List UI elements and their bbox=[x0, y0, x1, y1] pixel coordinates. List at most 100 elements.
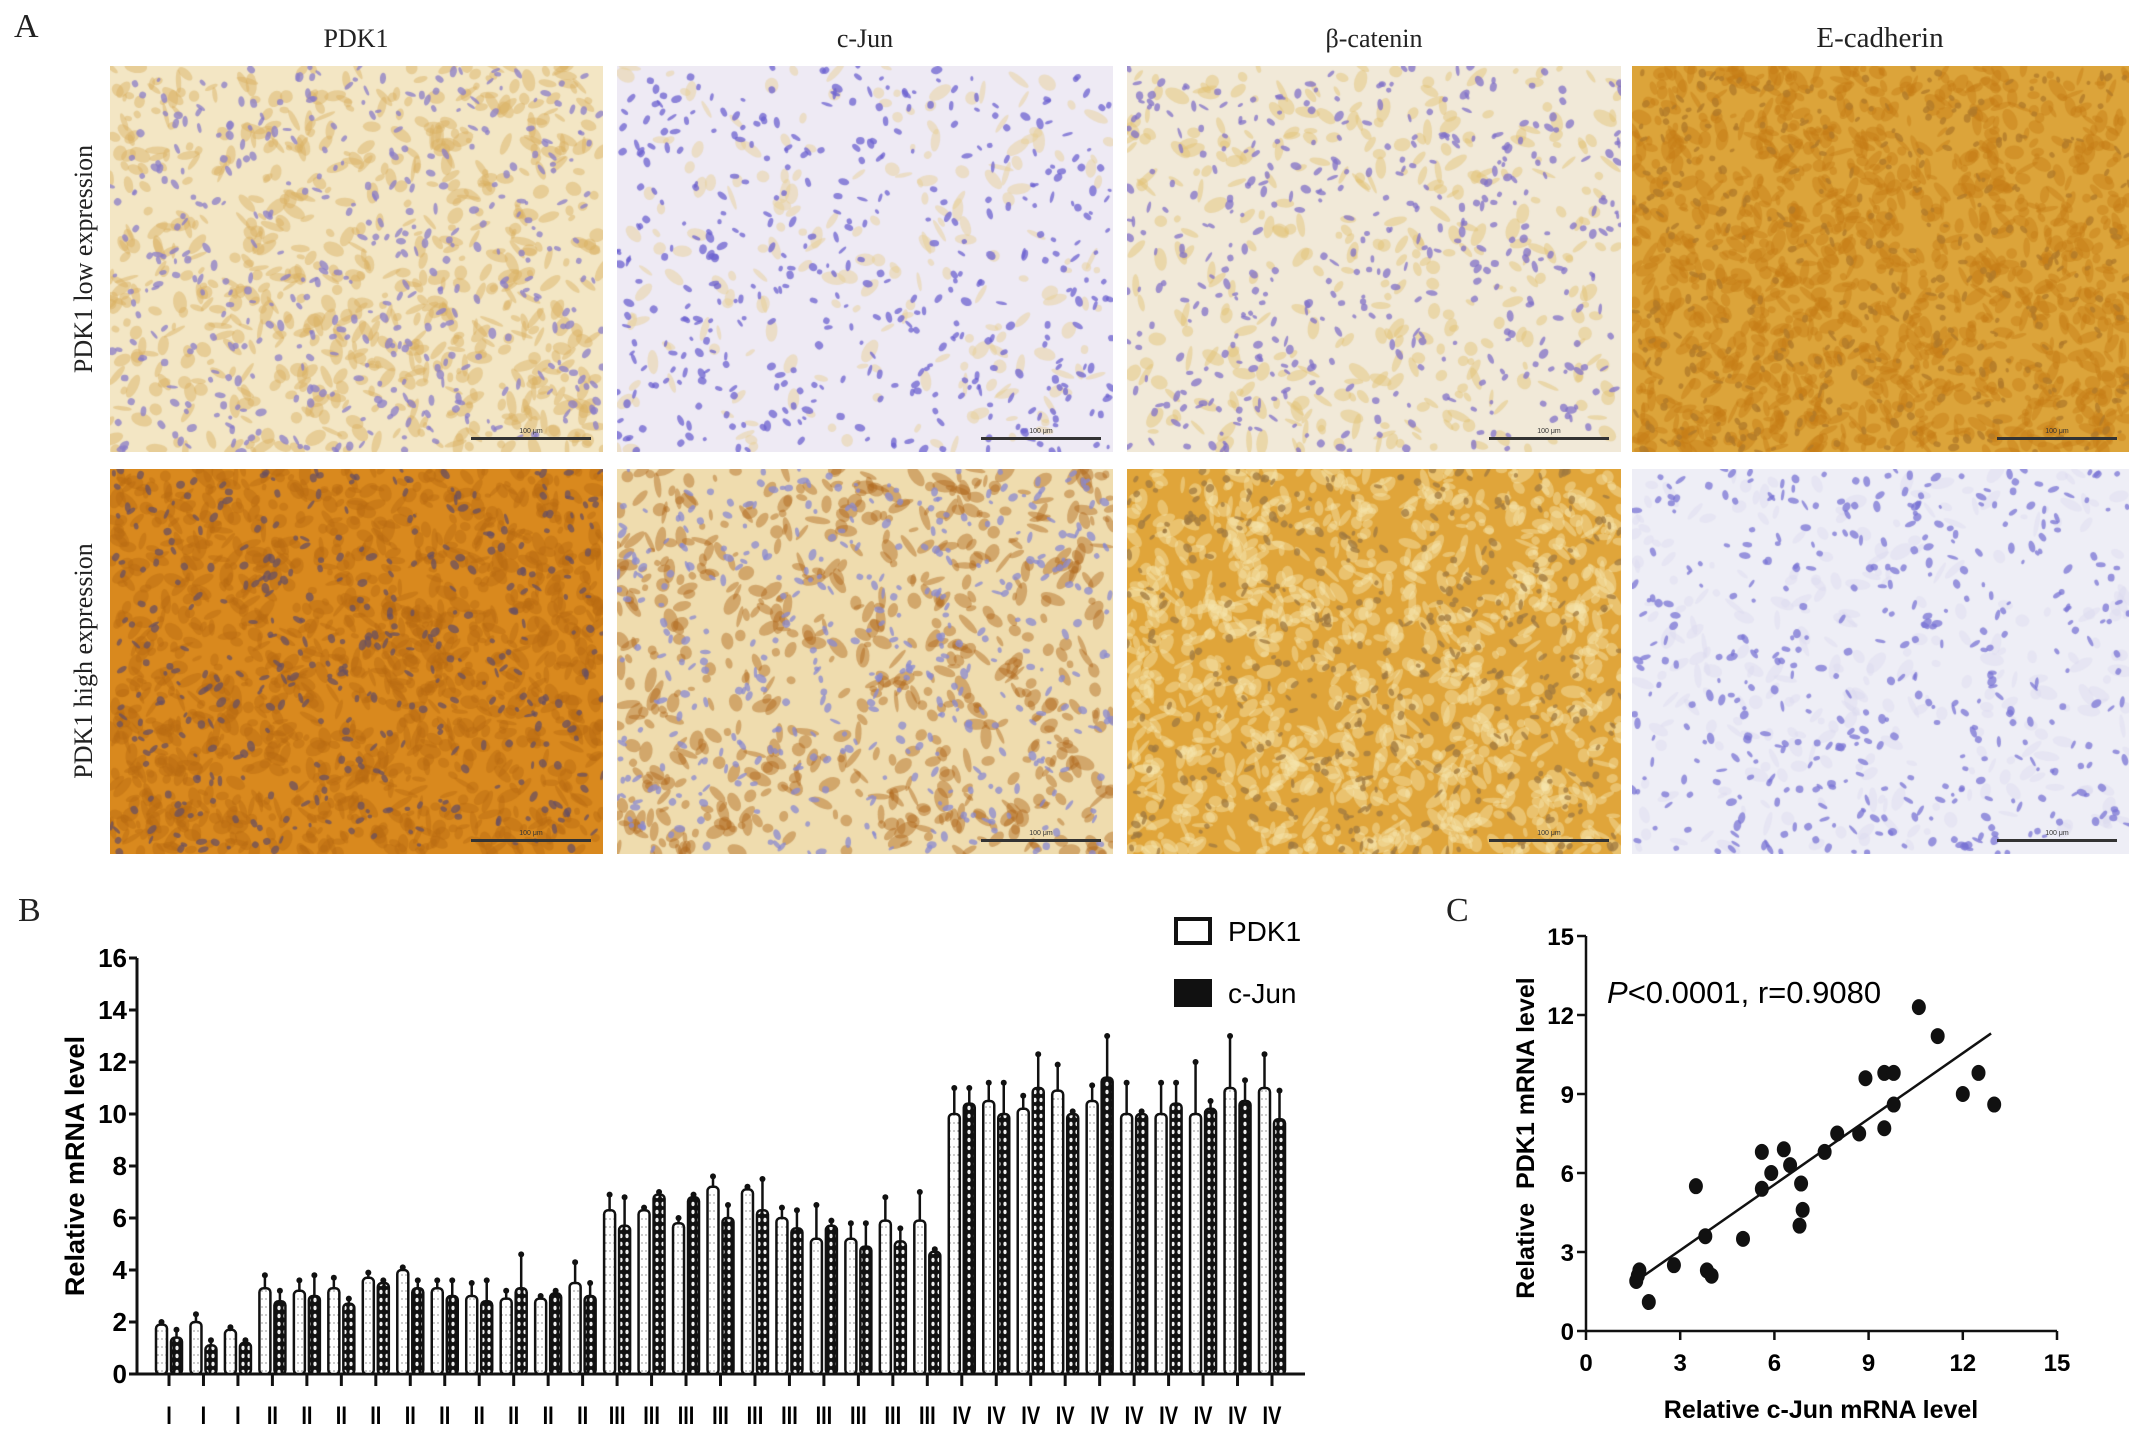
error-bar-cap bbox=[675, 1215, 682, 1221]
bar-c-jun bbox=[721, 1216, 735, 1376]
error-bar-cap bbox=[828, 1217, 835, 1224]
scale-bar: 100 μm bbox=[471, 428, 591, 440]
bar-x-tick-label: II bbox=[336, 1402, 347, 1430]
scatter-point bbox=[1955, 1086, 1970, 1102]
error-bar-cap bbox=[261, 1272, 268, 1279]
bar-x-tick-label: IV bbox=[952, 1402, 971, 1430]
scatter-point bbox=[1886, 1096, 1901, 1113]
error-bar-cap bbox=[345, 1295, 352, 1302]
error-bar-cap bbox=[966, 1085, 973, 1091]
scatter-x-tick-label: 0 bbox=[1579, 1350, 1592, 1377]
scatter-point bbox=[1971, 1064, 1986, 1081]
scatter-point bbox=[1736, 1230, 1750, 1247]
bar-x-tick-label: II bbox=[439, 1402, 450, 1430]
error-bar-cap bbox=[399, 1264, 406, 1271]
error-bar-cap bbox=[1158, 1079, 1165, 1086]
bar-x-tick-label: IV bbox=[1090, 1402, 1109, 1430]
error-bar-cap bbox=[434, 1277, 441, 1284]
bar-x-tick-label: IV bbox=[987, 1402, 1006, 1430]
bar-pdk1 bbox=[809, 1237, 824, 1376]
error-bar-cap bbox=[1207, 1098, 1214, 1104]
bar-c-jun bbox=[617, 1224, 632, 1376]
error-bar-cap bbox=[380, 1277, 387, 1284]
scale-bar-label: 100 μm bbox=[1537, 428, 1561, 435]
scatter-x-tick-label: 6 bbox=[1768, 1350, 1781, 1377]
bar-pdk1 bbox=[844, 1237, 858, 1376]
scatter-y-tick-label: 0 bbox=[1561, 1319, 1574, 1346]
scatter-point bbox=[1630, 1267, 1645, 1284]
bar-chart-y-axis-label: Relative mRNA level bbox=[60, 1036, 90, 1296]
bar-c-jun bbox=[514, 1286, 528, 1376]
bar-c-jun bbox=[1272, 1117, 1287, 1376]
bar-pdk1 bbox=[361, 1276, 376, 1376]
bar-x-tick-label: I bbox=[235, 1402, 241, 1430]
bar-pdk1 bbox=[637, 1208, 651, 1376]
bar-x-tick-label: III bbox=[609, 1402, 626, 1430]
error-bar-cap bbox=[931, 1246, 938, 1253]
scatter-y-tick-label: 12 bbox=[1547, 1003, 1574, 1030]
scatter-point bbox=[1852, 1125, 1867, 1142]
error-bar-cap bbox=[951, 1085, 958, 1091]
bar-c-jun bbox=[204, 1344, 218, 1376]
bar-c-jun bbox=[273, 1299, 287, 1376]
bar-pdk1 bbox=[1119, 1112, 1134, 1376]
error-bar-cap bbox=[587, 1280, 594, 1286]
bar-c-jun bbox=[755, 1208, 770, 1376]
bar-y-tick-label: 10 bbox=[98, 1099, 127, 1129]
error-bar-cap bbox=[744, 1183, 751, 1190]
error-bar-cap bbox=[503, 1287, 510, 1294]
error-bar-cap bbox=[1276, 1087, 1283, 1094]
scatter-point bbox=[1754, 1143, 1769, 1160]
bar-y-tick-label: 0 bbox=[113, 1359, 127, 1389]
regression-line bbox=[1635, 1032, 1992, 1282]
scale-bar-label: 100 μm bbox=[2045, 830, 2069, 837]
error-bar-cap bbox=[621, 1194, 628, 1201]
column-label-beta-catenin: β-catenin bbox=[1325, 24, 1423, 53]
scatter-point bbox=[1688, 1178, 1703, 1195]
scale-bar: 100 μm bbox=[1997, 428, 2117, 440]
bar-x-tick-label: IV bbox=[1056, 1402, 1075, 1430]
bar-x-tick-label: III bbox=[712, 1402, 729, 1430]
scale-bar: 100 μm bbox=[981, 830, 1101, 842]
scatter-point bbox=[1698, 1228, 1713, 1245]
error-bar-cap bbox=[276, 1287, 283, 1294]
bar-x-tick-label: II bbox=[577, 1402, 588, 1430]
error-bar-cap bbox=[690, 1191, 697, 1198]
bar-x-tick-label: IV bbox=[1021, 1402, 1040, 1430]
error-bar-cap bbox=[1035, 1051, 1042, 1058]
bar-c-jun bbox=[238, 1341, 253, 1376]
legend-swatch-pdk1 bbox=[1174, 917, 1212, 945]
bar-pdk1 bbox=[327, 1286, 341, 1376]
bar-c-jun bbox=[548, 1292, 563, 1376]
error-bar-cap bbox=[552, 1287, 559, 1294]
scatter-point bbox=[1795, 1201, 1810, 1218]
scale-bar-label: 100 μm bbox=[519, 830, 543, 837]
bar-x-tick-label: II bbox=[474, 1402, 485, 1430]
bar-c-jun bbox=[1169, 1102, 1183, 1376]
error-bar-cap bbox=[778, 1204, 785, 1211]
bar-pdk1 bbox=[223, 1328, 238, 1376]
bar-x-tick-label: I bbox=[166, 1402, 172, 1430]
error-bar-cap bbox=[759, 1176, 766, 1182]
bar-x-tick-label: III bbox=[781, 1402, 798, 1430]
bar-c-jun bbox=[962, 1102, 977, 1376]
bar-c-jun bbox=[479, 1299, 494, 1376]
bar-pdk1 bbox=[464, 1294, 479, 1376]
scale-bar-label: 100 μm bbox=[1029, 830, 1053, 837]
scatter-point bbox=[1886, 1064, 1901, 1081]
bar-c-jun bbox=[790, 1227, 804, 1376]
bar-y-tick-label: 8 bbox=[113, 1151, 127, 1181]
scale-bar-label: 100 μm bbox=[519, 428, 543, 435]
annotation-stats: <0.0001, r=0.9080 bbox=[1628, 975, 1881, 1010]
bar-x-tick-label: III bbox=[850, 1402, 867, 1430]
bar-x-tick-label: IV bbox=[1194, 1402, 1213, 1430]
scatter-x-tick-label: 15 bbox=[2044, 1350, 2071, 1377]
bar-c-jun bbox=[1134, 1112, 1149, 1376]
scatter-x-axis-label: Relative c-Jun mRNA level bbox=[1664, 1396, 1978, 1424]
bar-c-jun bbox=[1100, 1076, 1114, 1376]
error-bar-cap bbox=[414, 1277, 421, 1284]
scatter-point bbox=[1858, 1070, 1873, 1087]
error-bar-cap bbox=[710, 1173, 716, 1180]
error-bar-cap bbox=[897, 1225, 904, 1232]
